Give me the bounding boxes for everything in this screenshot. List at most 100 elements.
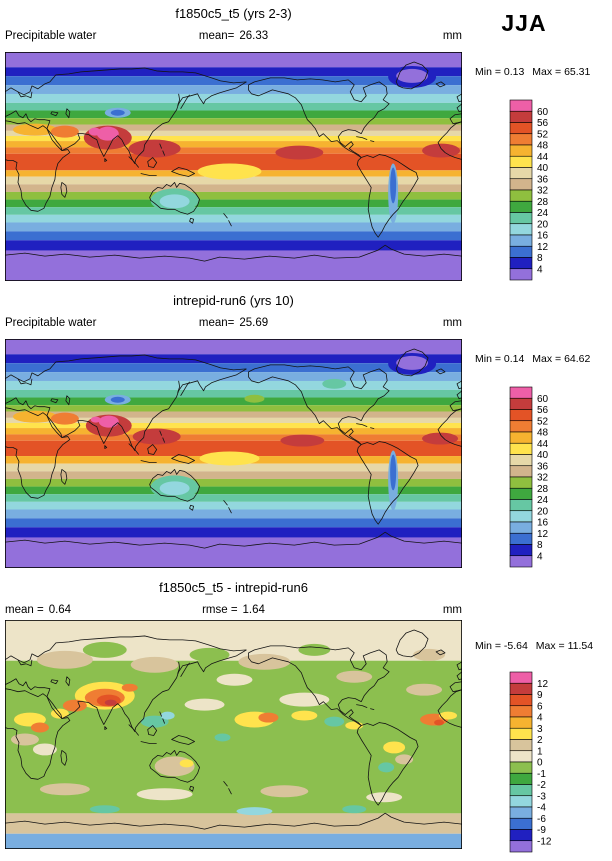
svg-text:4: 4 bbox=[537, 551, 543, 562]
svg-text:-9: -9 bbox=[537, 825, 546, 836]
svg-text:12: 12 bbox=[537, 529, 549, 540]
minmax-case1: Min = 0.13 Max = 65.31 bbox=[475, 66, 590, 78]
svg-text:4: 4 bbox=[537, 713, 543, 724]
svg-text:12: 12 bbox=[537, 242, 549, 253]
panel-case1: f1850c5_t5 (yrs 2-3) Precipitable water … bbox=[0, 0, 612, 287]
svg-text:0: 0 bbox=[537, 758, 543, 769]
panel-difference-title: f1850c5_t5 - intrepid-run6 bbox=[159, 580, 308, 595]
panel-case2-title: intrepid-run6 (yrs 10) bbox=[173, 293, 294, 308]
minmax-difference: Min = -5.64 Max = 11.54 bbox=[475, 640, 593, 652]
svg-text:-6: -6 bbox=[537, 814, 546, 825]
units-label: mm bbox=[442, 317, 462, 329]
mean-value: 26.33 bbox=[239, 30, 269, 42]
panel-case1-title: f1850c5_t5 (yrs 2-3) bbox=[175, 6, 292, 21]
svg-text:56: 56 bbox=[537, 118, 549, 129]
contour-bands-layer bbox=[5, 52, 462, 281]
variable-label-group: Precipitable water bbox=[5, 317, 101, 329]
svg-text:20: 20 bbox=[537, 219, 549, 230]
svg-text:52: 52 bbox=[537, 416, 549, 427]
svg-text:48: 48 bbox=[537, 428, 549, 439]
svg-text:-4: -4 bbox=[537, 803, 546, 814]
svg-text:60: 60 bbox=[537, 394, 549, 405]
svg-text:8: 8 bbox=[537, 253, 543, 264]
units-label: mm bbox=[442, 30, 462, 42]
coastlines-layer bbox=[5, 61, 462, 262]
svg-text:24: 24 bbox=[537, 495, 549, 506]
min-value: 0.13 bbox=[503, 66, 525, 78]
svg-text:9: 9 bbox=[537, 690, 543, 701]
mean-value: 25.69 bbox=[239, 317, 269, 329]
season-label: JJA bbox=[501, 10, 547, 36]
svg-text:12: 12 bbox=[537, 679, 549, 690]
svg-text:6: 6 bbox=[537, 701, 543, 712]
svg-text:32: 32 bbox=[537, 186, 549, 197]
contour-features-layer bbox=[12, 65, 461, 224]
min-value: 0.14 bbox=[503, 353, 525, 365]
rmse-value: 1.64 bbox=[242, 604, 265, 616]
min-label: Min = bbox=[475, 353, 501, 365]
svg-text:36: 36 bbox=[537, 461, 549, 472]
colorbar-case1: 60 56 52 48 44 40 36 32 28 24 20 16 12 8 4 bbox=[508, 98, 572, 289]
svg-text:28: 28 bbox=[537, 484, 549, 495]
svg-text:-1: -1 bbox=[537, 769, 546, 780]
max-value: 64.62 bbox=[564, 353, 591, 365]
svg-text:24: 24 bbox=[537, 208, 549, 219]
svg-text:36: 36 bbox=[537, 174, 549, 185]
svg-text:32: 32 bbox=[537, 473, 549, 484]
panel-case2: intrepid-run6 (yrs 10) Precipitable wate… bbox=[0, 287, 612, 574]
min-label: Min = bbox=[475, 66, 501, 78]
mean-value: 0.64 bbox=[48, 604, 72, 616]
map-frame bbox=[5, 339, 462, 568]
panel-difference-stats-row: mean = 0.64 rmse = 1.64 mm bbox=[5, 604, 462, 618]
mean-stat-group: mean = 0.64 bbox=[5, 604, 71, 616]
max-value: 11.54 bbox=[567, 640, 594, 652]
colorbar-difference: 12 9 6 4 3 2 1 0 -1 -2 -3 -4 -6 -9 -12 bbox=[508, 670, 572, 861]
stat-left-label: Precipitable water bbox=[5, 30, 97, 42]
svg-text:44: 44 bbox=[537, 439, 549, 450]
svg-text:2: 2 bbox=[537, 735, 543, 746]
svg-text:-2: -2 bbox=[537, 780, 546, 791]
svg-text:1: 1 bbox=[537, 746, 543, 757]
mean-label: mean= bbox=[198, 30, 235, 42]
max-label: Max = bbox=[535, 640, 565, 652]
stat-left-label: Precipitable water bbox=[5, 317, 97, 329]
panel-difference: f1850c5_t5 - intrepid-run6 mean = 0.64 rm… bbox=[0, 574, 612, 861]
max-label: Max = bbox=[532, 66, 562, 78]
mean-stat-group: mean= 26.33 bbox=[5, 30, 462, 42]
rmse-label: rmse = bbox=[202, 604, 238, 616]
map-difference bbox=[5, 620, 462, 849]
rmse-stat-group: rmse = 1.64 bbox=[5, 604, 462, 616]
max-label: Max = bbox=[532, 353, 562, 365]
map-case2 bbox=[5, 339, 462, 568]
coastlines-layer bbox=[5, 629, 462, 830]
panel-case1-stats-row: Precipitable water mean= 26.33 mm bbox=[5, 30, 462, 44]
svg-text:16: 16 bbox=[537, 231, 549, 242]
world-map-svg bbox=[5, 620, 462, 849]
panel-case2-stats-row: Precipitable water mean= 25.69 mm bbox=[5, 317, 462, 331]
svg-text:8: 8 bbox=[537, 540, 543, 551]
svg-text:40: 40 bbox=[537, 450, 549, 461]
min-label: Min = bbox=[475, 640, 501, 652]
mean-stat-group: mean= 25.69 bbox=[5, 317, 462, 329]
units-label: mm bbox=[442, 604, 462, 616]
max-value: 65.31 bbox=[564, 66, 591, 78]
variable-label-group: Precipitable water bbox=[5, 30, 101, 42]
colorbar-case2: 60 56 52 48 44 40 36 32 28 24 20 16 12 8 4 bbox=[508, 385, 572, 576]
world-map-svg bbox=[5, 52, 462, 281]
svg-text:56: 56 bbox=[537, 405, 549, 416]
svg-text:44: 44 bbox=[537, 152, 549, 163]
svg-text:3: 3 bbox=[537, 724, 543, 735]
svg-text:28: 28 bbox=[537, 197, 549, 208]
minmax-case2: Min = 0.14 Max = 64.62 bbox=[475, 353, 590, 365]
world-map-svg bbox=[5, 339, 462, 568]
svg-text:48: 48 bbox=[537, 141, 549, 152]
svg-text:60: 60 bbox=[537, 107, 549, 118]
svg-text:52: 52 bbox=[537, 129, 549, 140]
contour-features-layer bbox=[10, 641, 458, 816]
contour-features-layer bbox=[12, 352, 459, 511]
svg-text:16: 16 bbox=[537, 518, 549, 529]
svg-text:20: 20 bbox=[537, 506, 549, 517]
